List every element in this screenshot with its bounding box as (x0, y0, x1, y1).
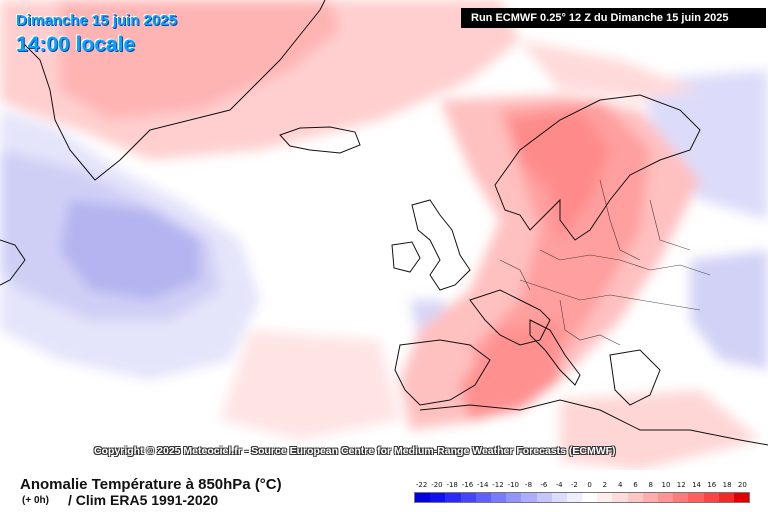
legend-swatch (415, 493, 431, 502)
legend-swatch (430, 493, 446, 502)
forecast-offset: (+ 0h) (22, 495, 49, 506)
forecast-time: 14:00 locale (16, 33, 136, 56)
legend-swatch (490, 493, 507, 502)
legend-label: 12 (676, 481, 686, 489)
legend-swatch (703, 493, 719, 502)
legend-label: 20 (737, 481, 747, 489)
climatology-label: / Clim ERA5 1991-2020 (68, 492, 219, 508)
legend-swatch (733, 493, 750, 502)
legend-label: 6 (633, 481, 638, 489)
coastlines (0, 0, 768, 446)
legend-swatch (673, 493, 689, 502)
scandinavia-coast (494, 94, 701, 241)
legend-swatch (642, 493, 658, 502)
legend-label: 0 (587, 481, 592, 489)
variable-title: Anomalie Température à 850hPa (°C) (20, 476, 282, 493)
north-africa-coast (419, 399, 768, 446)
legend-swatch (551, 493, 567, 502)
legend-label: -12 (492, 481, 504, 489)
iceland-coast (279, 126, 361, 154)
iberia-coast (394, 339, 491, 406)
legend-label: 4 (617, 481, 623, 489)
legend-label: -10 (507, 481, 519, 489)
italy-coast (529, 319, 581, 386)
legend-label: -6 (540, 481, 548, 489)
greenland-coast (19, 0, 326, 181)
legend-swatch (718, 493, 734, 502)
legend-label: 14 (692, 481, 701, 489)
anomaly-field (0, 0, 768, 470)
legend-label: 8 (648, 481, 653, 489)
great-britain-coast (411, 199, 471, 291)
legend-swatch (658, 493, 674, 502)
legend-swatch (475, 493, 491, 502)
legend-swatch (506, 493, 522, 502)
legend-swatch (460, 493, 476, 502)
legend-swatch (582, 493, 598, 502)
legend-labels: -22 -20 -18 -16 -14 -12 -10 -8 -6 -4 -2 0 2 4 6 8 10 12 14… (414, 481, 750, 491)
map-footer: Anomalie Température à 850hPa (°C) (+ 0h… (0, 470, 768, 512)
legend-swatch (536, 493, 552, 502)
run-info: Run ECMWF 0.25° 12 Z du Dimanche 15 juin… (461, 8, 766, 28)
legend-label: 16 (707, 481, 717, 489)
forecast-date: Dimanche 15 juin 2025 (16, 12, 177, 29)
country-borders (499, 179, 711, 346)
legend-label: 2 (602, 481, 608, 489)
legend-swatch (521, 493, 537, 502)
legend-label: -4 (555, 481, 563, 489)
legend-swatch (612, 493, 628, 502)
legend-label: 10 (661, 481, 671, 489)
copyright-notice: Copyright © 2025 Meteociel.fr - Source E… (94, 445, 616, 457)
legend-label: -16 (461, 481, 474, 489)
legend-label: -2 (570, 481, 578, 489)
canada-coast (0, 239, 26, 286)
legend-label: 18 (722, 481, 732, 489)
ireland-coast (391, 241, 421, 273)
anomaly-map: Dimanche 15 juin 2025 14:00 locale Run E… (0, 0, 768, 470)
france-coast (469, 289, 551, 346)
legend-swatch (688, 493, 704, 502)
legend-swatch (566, 493, 583, 502)
legend-label: -20 (431, 481, 443, 489)
color-legend: -22 -20 -18 -16 -14 -12 -10 -8 -6 -4 -2 0 2 4 6 8 10 12 14… (414, 481, 750, 509)
legend-label: -14 (477, 481, 489, 489)
legend-bar (414, 492, 750, 503)
legend-swatch (445, 493, 461, 502)
legend-swatch (597, 493, 613, 502)
legend-label: -22 (415, 481, 428, 489)
balkans-coast (609, 349, 661, 406)
legend-swatch (627, 493, 643, 502)
legend-label: -8 (525, 481, 533, 489)
legend-label: -18 (446, 481, 458, 489)
map-svg (0, 0, 768, 470)
